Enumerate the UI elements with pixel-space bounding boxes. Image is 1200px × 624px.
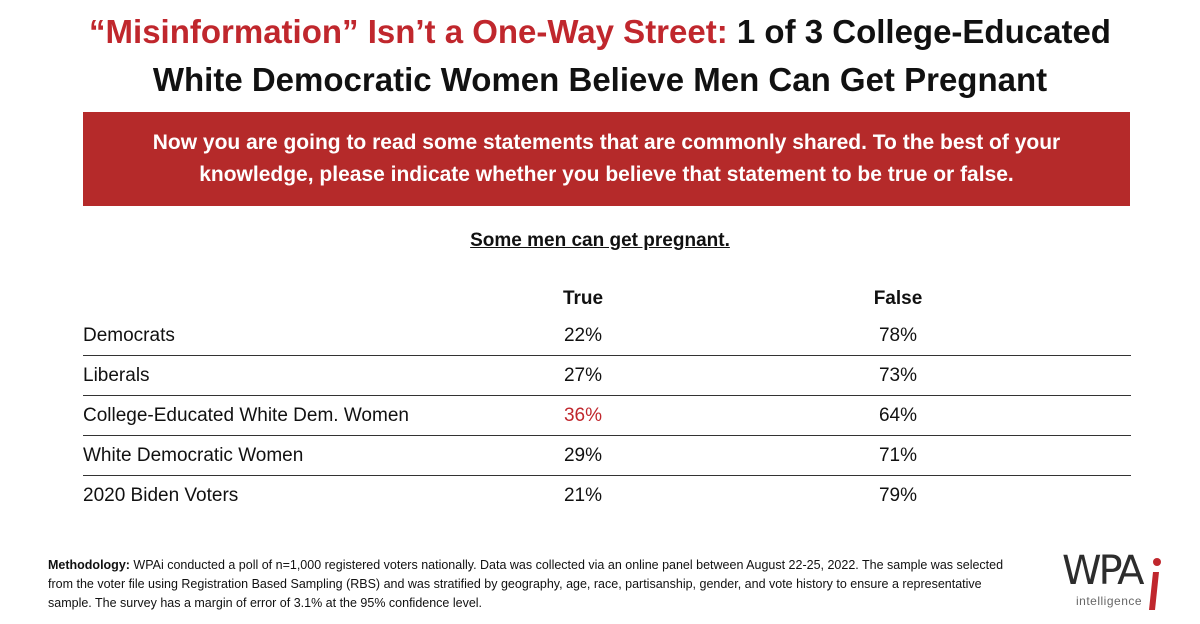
header-false: False	[873, 288, 923, 309]
row-group-label: White Democratic Women	[83, 435, 503, 476]
row-gap	[663, 316, 813, 356]
row-group-label: College-Educated White Dem. Women	[83, 395, 503, 436]
row-false-value: 73%	[813, 355, 983, 396]
row-gap	[663, 355, 813, 396]
row-group-label: Liberals	[83, 355, 503, 396]
header-group	[83, 282, 503, 316]
header-gap	[663, 282, 813, 316]
row-true-value: 27%	[503, 355, 663, 396]
row-tail	[983, 355, 1131, 396]
row-true-value: 29%	[503, 435, 663, 476]
row-false-value: 71%	[813, 435, 983, 476]
statement-heading: Some men can get pregnant.	[470, 230, 730, 251]
row-group-label: Democrats	[83, 316, 503, 356]
title-rest: 1 of 3 College-Educated	[727, 13, 1111, 50]
row-tail	[983, 476, 1131, 516]
row-tail	[983, 435, 1131, 476]
table-row: College-Educated White Dem. Women 36% 64…	[83, 395, 1131, 436]
wpai-logo: WPA intelligence	[1062, 548, 1162, 612]
row-true-value: 22%	[503, 316, 663, 356]
title-line-2: White Democratic Women Believe Men Can G…	[152, 61, 1048, 98]
row-false-value: 64%	[813, 395, 983, 436]
row-gap	[663, 395, 813, 436]
table-row: White Democratic Women 29% 71%	[83, 435, 1131, 476]
methodology-text: WPAi conducted a poll of n=1,000 registe…	[48, 558, 1004, 610]
table-row: Liberals 27% 73%	[83, 355, 1131, 396]
question-text: Now you are going to read some statement…	[152, 131, 1061, 186]
table-row: Democrats 22% 78%	[83, 316, 1131, 356]
logo-wordmark: WPA	[1062, 548, 1145, 594]
row-true-value: 21%	[563, 484, 603, 506]
row-tail	[983, 316, 1131, 356]
row-true-value-highlighted: 36%	[503, 395, 663, 436]
header-tail	[983, 282, 1131, 316]
title-accent: “Misinformation” Isn’t a One-Way Street:	[89, 13, 728, 50]
title-line-1: “Misinformation” Isn’t a One-Way Street:…	[0, 8, 1200, 56]
row-gap	[663, 435, 813, 476]
row-tail	[983, 395, 1131, 436]
header-true: True	[562, 288, 604, 309]
results-table: True False Democrats 22% 78% Liberals 27…	[83, 282, 1131, 515]
row-false-value: 79%	[878, 484, 918, 506]
page-title: “Misinformation” Isn’t a One-Way Street:…	[0, 8, 1200, 104]
question-banner: Now you are going to read some statement…	[83, 112, 1130, 206]
methodology-label: Methodology:	[48, 558, 130, 572]
logo-subtitle: intelligence	[1076, 594, 1143, 608]
row-group-label: 2020 Biden Voters	[83, 484, 239, 506]
table-row: 2020 Biden Voters 21% 79%	[83, 476, 1131, 516]
row-gap	[663, 476, 813, 516]
methodology-note: Methodology: WPAi conducted a poll of n=…	[48, 556, 1008, 613]
row-false-value: 78%	[813, 316, 983, 356]
wpai-logo-i-mark-icon	[1149, 558, 1161, 610]
header-row: True False	[83, 282, 1131, 316]
